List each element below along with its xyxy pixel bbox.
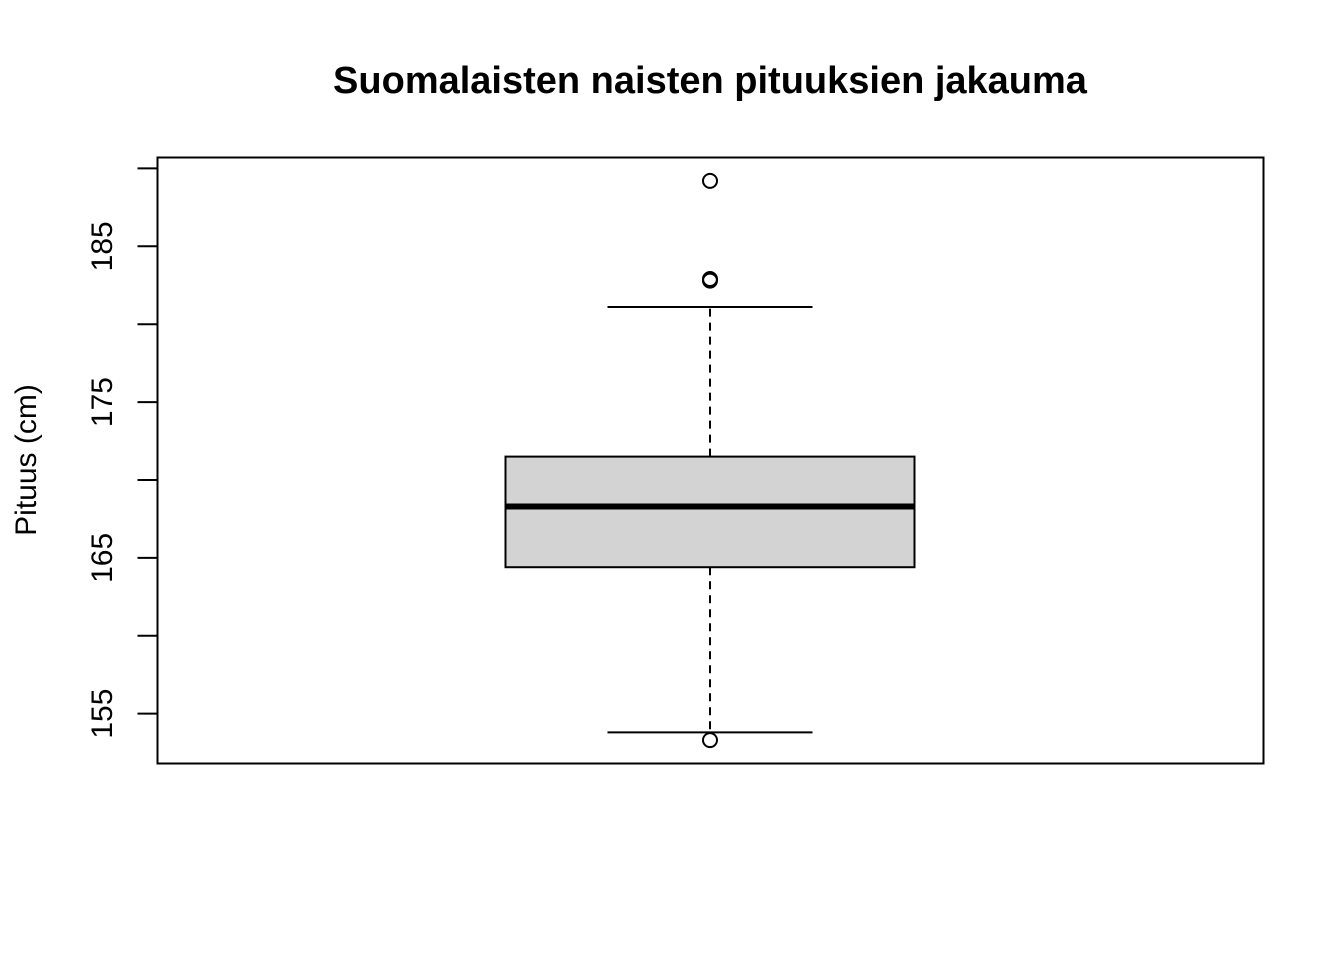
interquartile-box bbox=[504, 455, 916, 569]
y-tick-label: 155 bbox=[86, 689, 119, 739]
boxplot bbox=[504, 172, 916, 749]
outlier-point bbox=[702, 172, 718, 189]
outlier-point bbox=[702, 732, 718, 749]
y-tick-label: 165 bbox=[86, 533, 119, 583]
outlier-point bbox=[702, 272, 718, 289]
y-axis-label: Pituus (cm) bbox=[10, 384, 43, 536]
y-tick-label: 185 bbox=[86, 221, 119, 271]
y-axis: 155 165 175 185 bbox=[86, 167, 159, 739]
y-tick-label: 175 bbox=[86, 377, 119, 427]
chart-title: Suomalaisten naisten pituuksien jakauma bbox=[333, 60, 1088, 102]
